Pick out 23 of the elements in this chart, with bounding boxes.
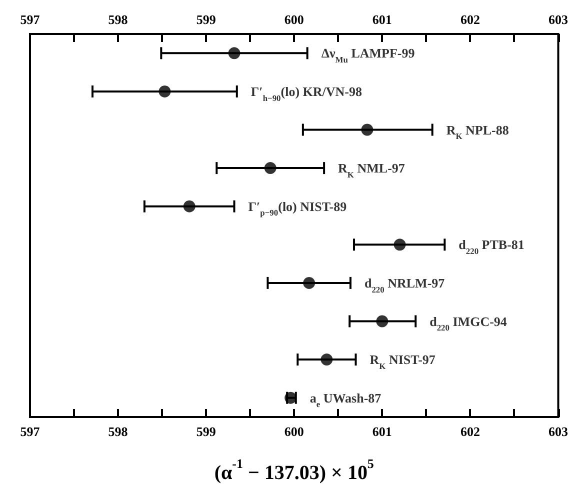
x-tick-label: 600 — [284, 424, 304, 439]
x2-tick-label: 597 — [20, 12, 40, 27]
x2-tick-label: 600 — [284, 12, 304, 27]
x2-tick-label: 602 — [460, 12, 480, 27]
point — [264, 162, 276, 174]
point — [158, 85, 171, 98]
x-tick-label: 597 — [20, 424, 40, 439]
x-tick-label: 602 — [460, 424, 480, 439]
point — [303, 276, 316, 289]
point — [183, 200, 196, 212]
x2-tick-label: 601 — [372, 12, 392, 27]
x-tick-label: 599 — [196, 424, 216, 439]
x-tick-label: 601 — [372, 424, 392, 439]
x-tick-label: 598 — [108, 424, 128, 439]
x2-tick-label: 598 — [108, 12, 128, 27]
x2-tick-label: 599 — [196, 12, 216, 27]
point — [376, 315, 388, 328]
point — [228, 47, 240, 60]
x2-tick-label: 603 — [548, 12, 568, 27]
x-tick-label: 603 — [548, 424, 568, 439]
point — [320, 354, 333, 366]
point — [394, 238, 406, 251]
point — [361, 124, 374, 136]
